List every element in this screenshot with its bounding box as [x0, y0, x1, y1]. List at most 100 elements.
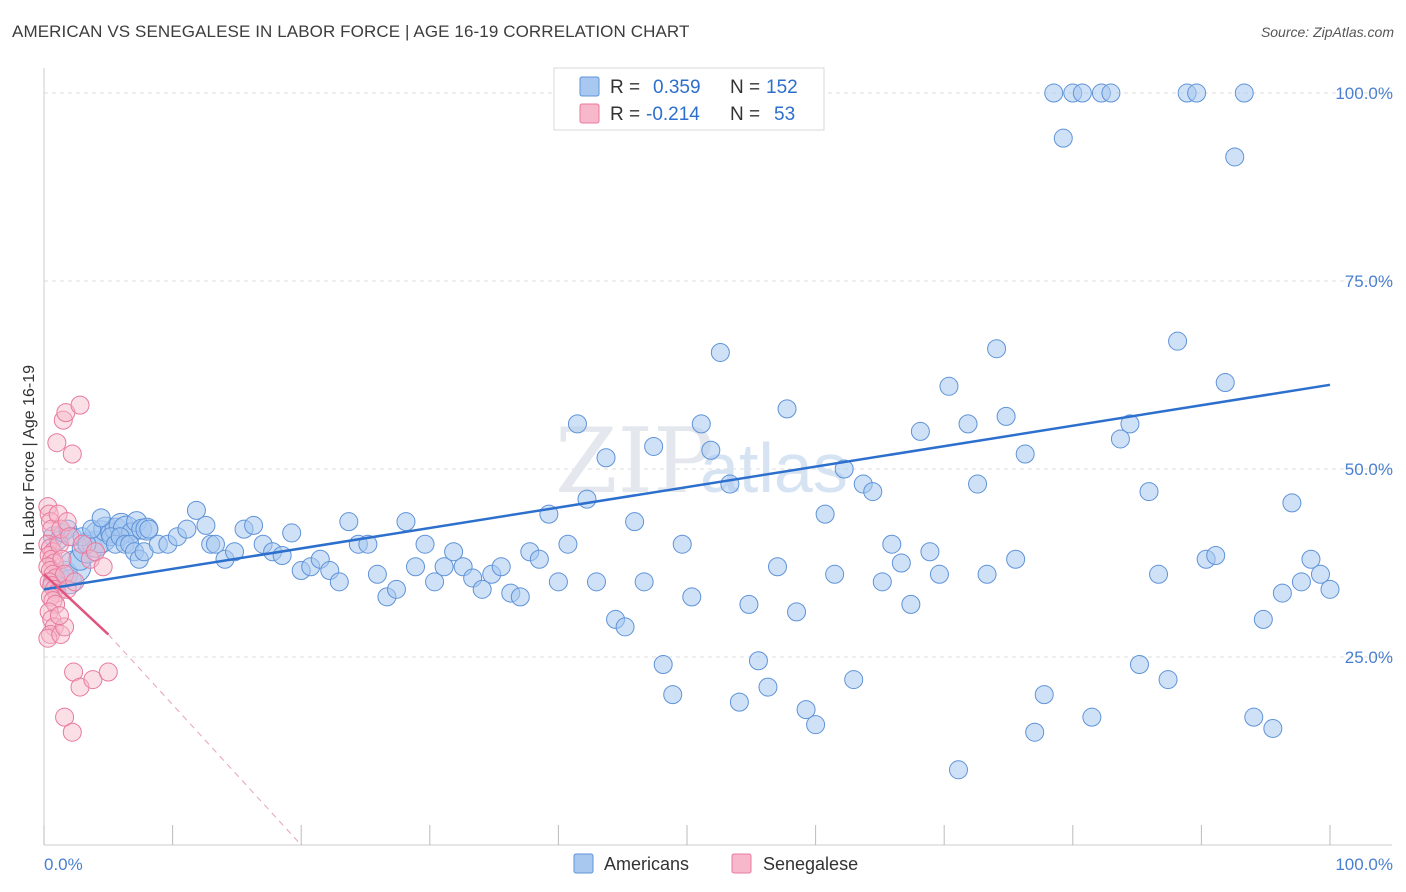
americans-point	[1082, 707, 1102, 727]
americans-point	[758, 677, 778, 697]
americans-point	[615, 617, 635, 637]
americans-point	[1215, 373, 1235, 393]
americans-point	[1253, 609, 1273, 629]
americans-point	[739, 594, 759, 614]
americans-point	[1129, 655, 1149, 675]
y-axis-label: In Labor Force | Age 16-19	[21, 365, 38, 555]
bottom-legend-americans: Americans	[604, 854, 689, 874]
americans-point	[567, 414, 587, 434]
tick-labels: 25.0% 50.0% 75.0% 100.0% 0.0% 100.0%	[44, 84, 1393, 874]
y-tick-label-0: 25.0%	[1345, 648, 1393, 667]
senegalese-point	[38, 628, 58, 648]
americans-point	[882, 534, 902, 554]
chart-title: AMERICAN VS SENEGALESE IN LABOR FORCE | …	[12, 22, 690, 41]
americans-point	[386, 579, 406, 599]
senegalese-trend-line	[43, 573, 110, 636]
americans-point	[472, 579, 492, 599]
americans-point	[748, 651, 768, 671]
americans-point	[929, 564, 949, 584]
bottom-legend-swatch-senegalese	[731, 853, 752, 874]
senegalese-point	[62, 444, 82, 464]
bottom-legend-swatch-americans	[573, 853, 594, 874]
americans-point	[91, 508, 111, 528]
americans-trend-line	[43, 383, 1331, 591]
legend-bottom: Americans Senegalese	[573, 853, 858, 874]
americans-point	[1187, 83, 1207, 103]
americans-point	[815, 504, 835, 524]
americans-point	[844, 670, 864, 690]
americans-point	[558, 534, 578, 554]
senegalese-point	[55, 707, 75, 727]
senegalese-point	[53, 410, 73, 430]
americans-point	[1206, 545, 1226, 565]
americans-point	[1025, 722, 1045, 742]
senegalese-point	[39, 602, 59, 622]
americans-point	[729, 692, 749, 712]
senegalese-point	[52, 549, 72, 569]
americans-point	[720, 474, 740, 494]
americans-point	[396, 512, 416, 532]
legend-swatch-senegalese	[579, 103, 600, 124]
americans-point	[968, 474, 988, 494]
senegalese-point	[83, 670, 103, 690]
watermark-atlas: atlas	[700, 429, 848, 507]
americans-point	[1044, 83, 1064, 103]
americans-point	[1301, 549, 1321, 569]
americans-point	[491, 557, 511, 577]
americans-point	[825, 564, 845, 584]
y-tick-label-3: 100.0%	[1335, 84, 1393, 103]
senegalese-point	[62, 722, 82, 742]
americans-point	[1263, 718, 1283, 738]
americans-point	[653, 655, 673, 675]
y-tick-label-1: 50.0%	[1345, 460, 1393, 479]
americans-point	[196, 515, 216, 535]
americans-point	[1072, 83, 1092, 103]
legend-r-label-1: R =	[610, 77, 640, 98]
americans-point	[1158, 670, 1178, 690]
legend-n-label-1: N =	[730, 77, 760, 98]
americans-point	[1168, 331, 1188, 351]
americans-point	[1101, 83, 1121, 103]
americans-point	[891, 553, 911, 573]
senegalese-point	[98, 662, 118, 682]
senegalese-point	[85, 542, 105, 562]
legend-r-label-2: R =	[610, 104, 640, 125]
senegalese-point	[40, 512, 60, 532]
senegalese-trend-extension	[107, 634, 302, 846]
americans-point	[186, 500, 206, 520]
americans-point	[710, 342, 730, 362]
americans-point	[948, 760, 968, 780]
americans-point	[1053, 128, 1073, 148]
americans-point	[1110, 429, 1130, 449]
senegalese-point	[55, 564, 75, 584]
americans-point	[529, 549, 549, 569]
americans-point	[767, 557, 787, 577]
americans-point	[1234, 83, 1254, 103]
x-tick-label-1: 100.0%	[1335, 855, 1393, 874]
americans-point	[205, 534, 225, 554]
senegalese-point	[47, 433, 67, 453]
americans-point	[548, 572, 568, 592]
americans-point	[444, 542, 464, 562]
americans-point	[939, 376, 959, 396]
americans-point	[787, 602, 807, 622]
americans-point	[1291, 572, 1311, 592]
senegalese-point	[55, 617, 75, 637]
americans-points	[42, 83, 1340, 780]
americans-point	[244, 515, 264, 535]
americans-point	[177, 519, 197, 539]
americans-point	[510, 587, 530, 607]
americans-point	[329, 572, 349, 592]
americans-point	[1120, 414, 1140, 434]
senegalese-point	[49, 606, 69, 626]
americans-point	[1149, 564, 1169, 584]
americans-point	[339, 512, 359, 532]
x-tick-label-0: 0.0%	[44, 855, 83, 874]
grid-lines	[44, 92, 1392, 658]
americans-point	[1006, 549, 1026, 569]
americans-point	[1015, 444, 1035, 464]
americans-point	[996, 406, 1016, 426]
americans-point	[139, 519, 159, 539]
legend-n-value-senegalese: 53	[774, 104, 795, 125]
senegalese-points	[38, 395, 118, 742]
